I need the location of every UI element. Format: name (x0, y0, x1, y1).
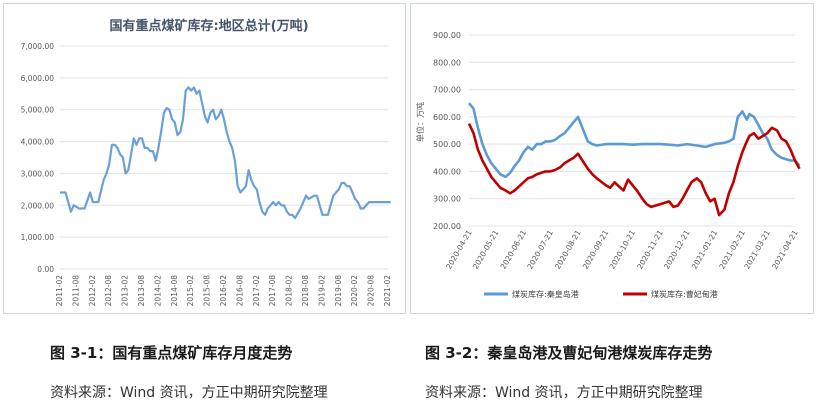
y-tick-label: 5,000.00 (21, 106, 55, 115)
figure-caption-left: 图 3-1：国有重点煤矿库存月度走势 (50, 344, 293, 362)
x-tick-label: 2016-02 (219, 275, 228, 307)
legend-label-1: 煤炭库存:秦皇岛港 (512, 289, 579, 299)
x-tick-label: 2018-08 (301, 275, 310, 307)
y-tick-label: 500.00 (433, 140, 461, 149)
y-tick-label: 700.00 (433, 86, 461, 95)
y-tick-label: 2,000.00 (21, 201, 55, 210)
figure-caption-right: 图 3-2：秦皇岛港及曹妃甸港煤炭库存走势 (425, 344, 713, 362)
chart-left-svg: 国有重点煤矿库存:地区总计(万吨) 0.00 1,000.00 2,000.00 3,… (21, 18, 392, 307)
y-tick-label: 7,000.00 (21, 42, 55, 51)
figure-source-left: 资料来源：Wind 资讯，方正中期研究院整理 (50, 385, 328, 401)
x-tick-label: 2020-09-21 (581, 228, 611, 270)
x-tick-label: 2011-02 (55, 275, 64, 307)
x-tick-label: 2020-08-21 (553, 228, 583, 270)
x-tick-label: 2019-08 (334, 275, 343, 307)
figure-source-right: 资料来源：Wind 资讯，方正中期研究院整理 (425, 385, 703, 401)
chart-right-svg: 单位：万吨 200.00 300.00 400.00 500.00 600.00 700.… (415, 31, 801, 299)
x-tick-label: 2014-02 (153, 275, 162, 307)
y-tick-label: 200.00 (433, 222, 461, 231)
x-tick-label: 2020-08 (367, 275, 376, 307)
x-tick-label: 2011-08 (71, 275, 80, 307)
x-tick-label: 2015-08 (203, 275, 212, 307)
x-tick-label: 2012-08 (104, 275, 113, 307)
x-tick-label: 2020-04-21 (444, 228, 474, 270)
x-tick-label: 2012-02 (88, 275, 97, 307)
x-tick-label: 2013-08 (137, 275, 146, 307)
y-axis-label: 单位：万吨 (415, 102, 425, 142)
y-tick-label: 4,000.00 (21, 138, 55, 147)
x-tick-label: 2015-02 (186, 275, 195, 307)
x-tick-label: 2021-01-21 (690, 228, 720, 270)
x-tick-label: 2019-02 (317, 275, 326, 307)
x-tick-label: 2018-02 (285, 275, 294, 307)
x-tick-label: 2017-02 (252, 275, 261, 307)
legend-label-2: 煤炭库存:曹妃甸港 (651, 289, 718, 299)
y-tick-label: 900.00 (433, 31, 461, 40)
chart-panel-right: 单位：万吨 200.00 300.00 400.00 500.00 600.00 700.… (410, 3, 814, 314)
x-tick-label: 2021-02 (383, 275, 392, 307)
x-tick-label: 2020-10-21 (608, 228, 638, 270)
series-line-1 (467, 102, 801, 179)
x-tick-label: 2021-03-21 (742, 228, 772, 270)
x-tick-label: 2020-02 (350, 275, 359, 307)
y-tick-label: 6,000.00 (21, 74, 55, 83)
x-tick-label: 2020-06-21 (499, 228, 529, 270)
x-tick-label: 2014-08 (170, 275, 179, 307)
x-tick-label: 2016-08 (235, 275, 244, 307)
x-tick-label: 2017-08 (268, 275, 277, 307)
series-line (60, 86, 391, 220)
y-tick-label: 0.00 (37, 265, 54, 274)
x-tick-label: 2013-02 (121, 275, 130, 307)
y-tick-label: 3,000.00 (21, 169, 55, 178)
x-tick-label: 2020-05-21 (471, 228, 501, 270)
x-tick-label: 2021-04-21 (770, 228, 800, 270)
x-tick-label: 2020-12-21 (662, 228, 692, 270)
x-tick-label: 2020-11-21 (635, 228, 665, 270)
series-line-2 (467, 123, 801, 217)
y-tick-label: 800.00 (433, 58, 461, 67)
y-tick-label: 400.00 (433, 167, 461, 176)
y-tick-label: 1,000.00 (21, 233, 55, 242)
y-tick-label: 300.00 (433, 195, 461, 204)
y-tick-label: 600.00 (433, 113, 461, 122)
x-tick-label: 2020-07-21 (525, 228, 555, 270)
chart-title: 国有重点煤矿库存:地区总计(万吨) (109, 18, 308, 34)
chart-panel-left: 国有重点煤矿库存:地区总计(万吨) 0.00 1,000.00 2,000.00 3,… (3, 3, 406, 314)
